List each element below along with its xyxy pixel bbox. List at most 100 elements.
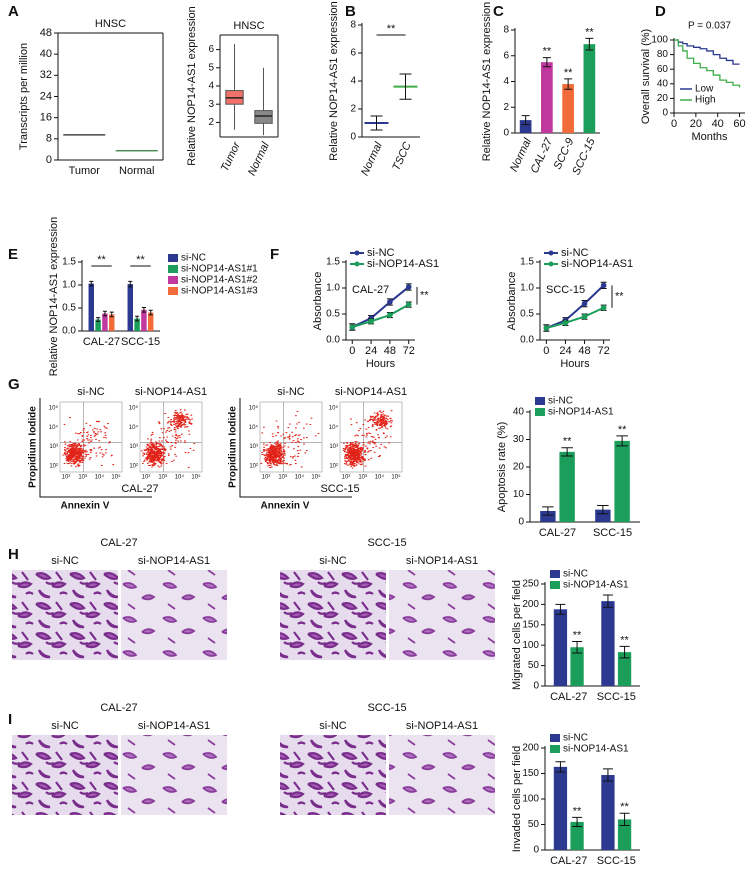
point [562, 320, 569, 326]
point [600, 304, 607, 311]
micrograph [121, 735, 227, 815]
x-tick-label: Tumor [219, 139, 244, 173]
error-bar [597, 505, 609, 515]
legend-marker [354, 261, 360, 267]
x-tick-label: Normal [119, 165, 154, 177]
box [254, 110, 273, 124]
panel-label: A [8, 3, 19, 20]
legend-label: si-NOP14-AS1 [563, 580, 629, 591]
x-tick-label: 0 [543, 345, 549, 357]
error-bar [399, 73, 412, 100]
y-tick-label: 2 [208, 117, 214, 128]
flow-x-tick: 10² [262, 475, 271, 481]
y-axis-label: Relative NOP14-AS1 expression [481, 2, 493, 162]
bar [127, 284, 133, 331]
condition-label: si-NC [77, 386, 105, 398]
x-tick-label: CAL-27 [83, 336, 120, 348]
point [387, 299, 393, 305]
bar [617, 819, 632, 850]
flow-y-tick: 10² [49, 464, 58, 470]
bar [595, 509, 611, 522]
line [351, 303, 410, 328]
flow-y-tick: 10⁴ [129, 424, 139, 431]
cell-events [62, 417, 115, 468]
error-bar [555, 603, 566, 615]
y-tick-label: 16 [40, 112, 52, 124]
flow-x-tick: 10³ [78, 475, 87, 481]
x-tick-label: Normal [246, 140, 272, 178]
significance: ** [618, 424, 627, 436]
error-bar [148, 309, 153, 316]
significance: ** [387, 23, 396, 35]
panel-label: I [8, 711, 12, 728]
legend-swatch [550, 745, 560, 753]
y-tick-label: 1.5 [62, 257, 76, 268]
panel-label: E [8, 246, 18, 263]
y-tick-label: 0.5 [520, 309, 534, 320]
condition-label: si-NC [51, 555, 79, 567]
x-tick-label: SCC-15 [121, 336, 160, 348]
y-tick-label: 48 [40, 27, 52, 39]
panel-label: B [345, 3, 356, 20]
flow-y-tick: 10⁴ [329, 424, 339, 431]
error-bar [602, 594, 613, 608]
cell-events [260, 410, 320, 469]
axis-arrow [239, 398, 352, 498]
x-axis-label: Months [691, 131, 728, 143]
y-tick-label: 6 [503, 50, 509, 61]
error-bar [542, 506, 554, 516]
legend-label: si-NC [181, 253, 206, 264]
condition-label: si-NOP14-AS1 [335, 386, 407, 398]
y-tick-label: 4 [350, 76, 356, 87]
flow-x-tick: 10³ [158, 475, 167, 481]
x-tick-label: 24 [559, 345, 571, 357]
y-tick-label: 200 [522, 743, 539, 754]
panel-label: D [655, 3, 666, 20]
point [581, 300, 588, 307]
legend-label: si-NC [563, 733, 588, 744]
y-tick-label: 100 [651, 35, 668, 46]
flow-x-label: Annexin V [261, 501, 310, 512]
y-tick-label: 100 [522, 640, 539, 651]
bar [553, 766, 568, 850]
axis-arrow [39, 398, 152, 498]
flow-x-tick: 10⁵ [191, 474, 201, 481]
legend-swatch [535, 408, 545, 416]
flow-y-tick: 10⁵ [249, 405, 259, 412]
condition-label: si-NOP14-AS1 [138, 720, 210, 732]
bar [141, 309, 147, 331]
x-axis-label: Hours [366, 358, 396, 370]
y-tick-label: 0.5 [326, 309, 340, 320]
legend-label: si-NC [561, 247, 589, 259]
x-tick-label: 24 [365, 345, 377, 357]
x-axis-label: Hours [560, 358, 590, 370]
flow-y-tick: 10⁵ [49, 405, 59, 412]
line [351, 286, 410, 328]
y-axis-label: Absorbance [506, 272, 518, 331]
bar [553, 609, 568, 686]
flow-y-tick: 10³ [49, 444, 58, 450]
y-tick-label: 0 [533, 845, 539, 856]
y-tick-label: 0.0 [62, 326, 76, 337]
flow-x-tick: 10⁵ [391, 474, 401, 481]
flow-x-tick: 10⁴ [95, 474, 105, 481]
y-axis-label: Relative NOP14-AS1 expression [328, 1, 340, 161]
x-tick-label: TSCC [390, 140, 414, 172]
chart-title: HNSC [233, 20, 264, 32]
condition-label: si-NOP14-AS1 [135, 386, 207, 398]
point [387, 312, 393, 318]
bar [148, 312, 154, 331]
condition-label: si-NC [319, 720, 347, 732]
y-tick-label: 2 [350, 104, 356, 115]
point [368, 318, 374, 325]
legend-label: High [695, 95, 716, 106]
legend-label: Low [695, 84, 714, 95]
significance: ** [563, 436, 572, 448]
y-tick-label: 6 [208, 44, 214, 55]
cell-events [140, 409, 196, 468]
legend-label: si-NOP14-AS1 [563, 744, 629, 755]
point [581, 313, 588, 320]
legend-label: si-NOP14-AS1#3 [181, 286, 258, 297]
